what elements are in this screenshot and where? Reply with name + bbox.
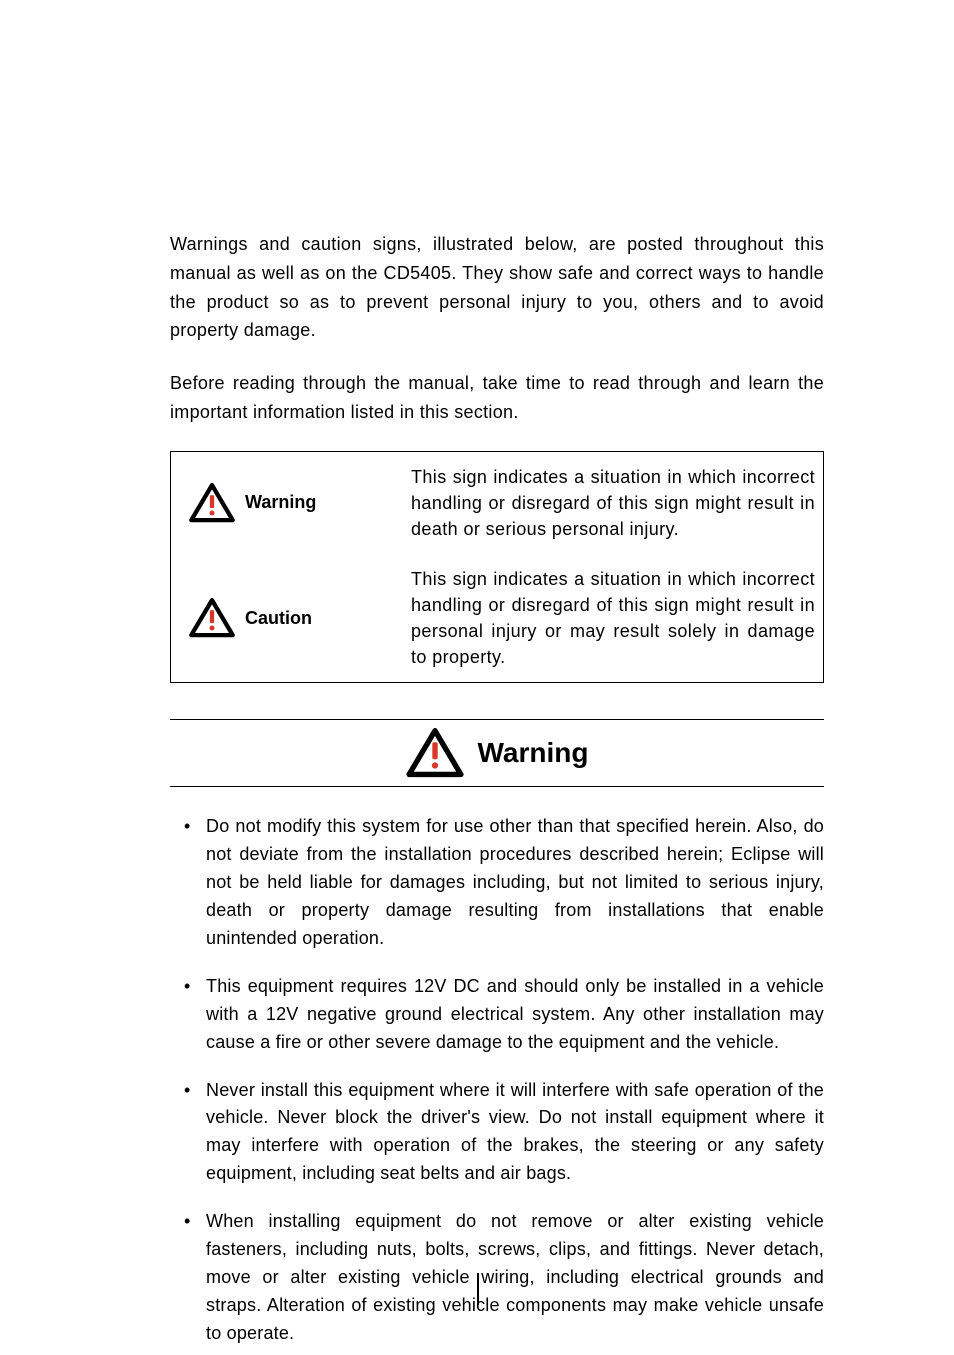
sign-row-warning: Warning This sign indicates a situation … bbox=[171, 452, 823, 554]
sign-icon-cell: Warning bbox=[171, 465, 411, 541]
caution-triangle-icon bbox=[189, 598, 235, 638]
section-warning-label: Warning bbox=[478, 737, 589, 769]
sign-icon-cell: Caution bbox=[171, 580, 411, 656]
warning-triangle-icon bbox=[189, 483, 235, 523]
section-warning-header: Warning bbox=[170, 719, 824, 787]
sign-label-caution: Caution bbox=[245, 608, 312, 629]
sign-desc-warning: This sign indicates a situation in which… bbox=[411, 452, 823, 554]
list-item: Do not modify this system for use other … bbox=[184, 813, 824, 952]
intro-paragraph-2: Before reading through the manual, take … bbox=[170, 369, 824, 427]
list-item: Never install this equipment where it wi… bbox=[184, 1077, 824, 1189]
section-warning-triangle-icon bbox=[406, 728, 464, 778]
sign-row-caution: Caution This sign indicates a situation … bbox=[171, 554, 823, 682]
list-item: When installing equipment do not remove … bbox=[184, 1208, 824, 1347]
sign-label-warning: Warning bbox=[245, 492, 316, 513]
signs-table: Warning This sign indicates a situation … bbox=[170, 451, 824, 684]
intro-paragraph-1: Warnings and caution signs, illustrated … bbox=[170, 230, 824, 345]
list-item: This equipment requires 12V DC and shoul… bbox=[184, 973, 824, 1057]
warning-list: Do not modify this system for use other … bbox=[170, 813, 824, 1347]
sign-desc-caution: This sign indicates a situation in which… bbox=[411, 554, 823, 682]
footer-divider bbox=[477, 1273, 479, 1305]
